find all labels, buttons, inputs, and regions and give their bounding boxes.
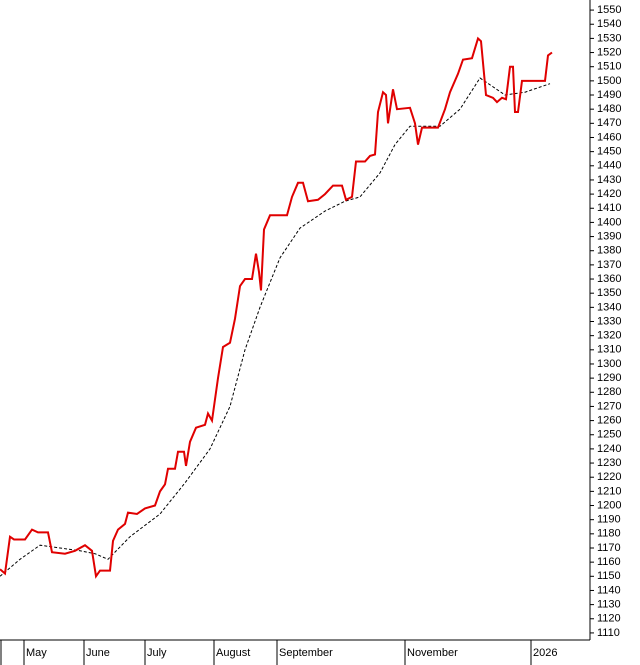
y-tick-label: 1340 [597,301,621,313]
y-tick-label: 1270 [597,400,621,412]
y-tick-label: 1360 [597,273,621,285]
x-tick-label: 2026 [533,647,557,659]
y-tick-label: 1450 [597,146,621,158]
y-tick-label: 1180 [597,528,621,540]
y-tick-label: 1500 [597,75,621,87]
price-line [0,77,551,577]
y-tick-label: 1530 [597,32,621,44]
y-tick-label: 1430 [597,174,621,186]
x-tick-label: July [147,647,167,659]
y-tick-label: 1170 [597,542,621,554]
y-tick-label: 1190 [597,514,621,526]
x-tick-label: September [279,647,333,659]
y-tick-label: 1220 [597,471,621,483]
y-tick-label: 1110 [597,627,620,639]
y-tick-label: 1470 [597,117,621,129]
y-tick-label: 1460 [597,131,621,143]
y-tick-label: 1370 [597,259,621,271]
y-tick-label: 1390 [597,230,621,242]
y-tick-label: 1120 [597,613,621,625]
y-tick-label: 1350 [597,287,621,299]
y-tick-label: 1510 [597,61,621,73]
y-tick-label: 1140 [597,584,621,596]
y-tick-label: 1200 [597,499,621,511]
y-tick-label: 1130 [597,599,621,611]
x-tick-label: November [407,647,458,659]
y-tick-label: 1230 [597,457,621,469]
y-tick-label: 1260 [597,414,621,426]
x-tick-label: June [86,647,110,659]
y-tick-label: 1290 [597,372,621,384]
y-tick-label: 1440 [597,160,621,172]
y-tick-label: 1330 [597,315,621,327]
y-tick-label: 1410 [597,202,621,214]
y-tick-label: 1490 [597,89,621,101]
price-line [0,36,553,579]
y-tick-label: 1210 [597,485,621,497]
y-tick-label: 1300 [597,358,621,370]
y-tick-label: 1250 [597,429,621,441]
y-tick-label: 1480 [597,103,621,115]
y-tick-label: 1280 [597,386,621,398]
y-tick-label: 1150 [597,570,621,582]
x-tick-label: May [26,647,47,659]
y-tick-label: 1400 [597,216,621,228]
y-tick-label: 1320 [597,330,621,342]
y-tick-label: 1550 [597,4,621,16]
y-tick-label: 1540 [597,18,621,30]
y-tick-label: 1420 [597,188,621,200]
y-tick-label: 1310 [597,344,621,356]
y-tick-label: 1380 [597,245,621,257]
y-tick-label: 1160 [597,556,621,568]
y-tick-label: 1240 [597,443,621,455]
x-tick-label: August [216,647,250,659]
y-tick-label: 1520 [597,46,621,58]
